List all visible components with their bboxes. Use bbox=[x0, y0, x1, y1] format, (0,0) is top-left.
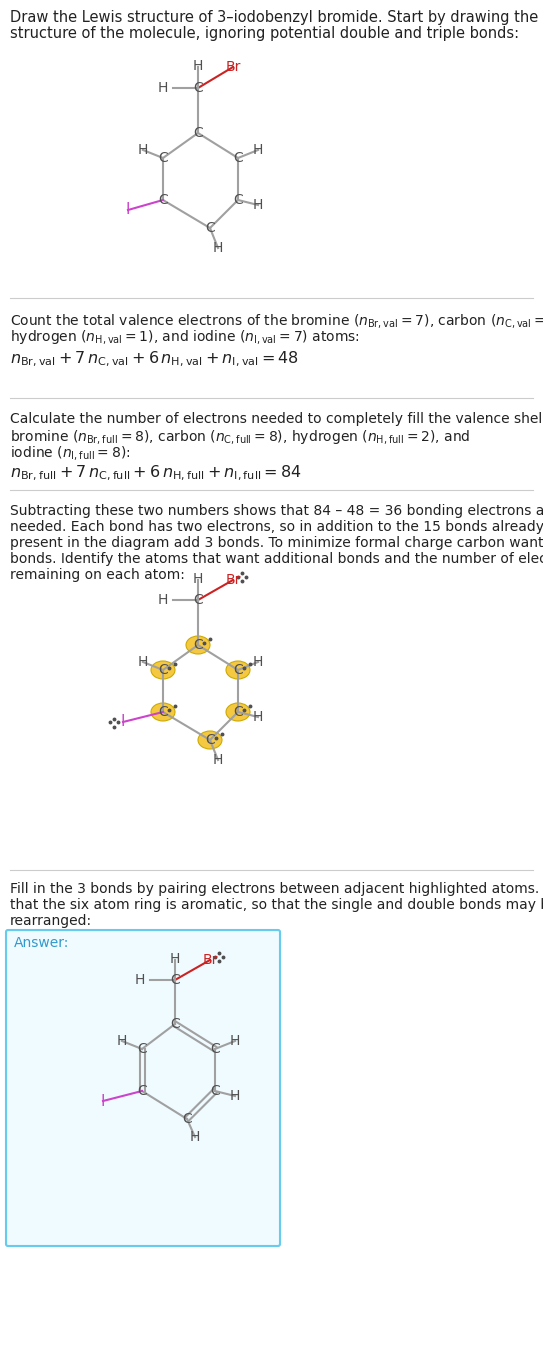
Ellipse shape bbox=[226, 660, 250, 679]
Text: C: C bbox=[193, 81, 203, 95]
Text: structure of the molecule, ignoring potential double and triple bonds:: structure of the molecule, ignoring pote… bbox=[10, 26, 519, 41]
Text: C: C bbox=[170, 974, 180, 987]
Text: $n_{\rm Br,full} + 7\,n_{\rm C,full} + 6\,n_{\rm H,full} + n_{\rm I,full} = 84$: $n_{\rm Br,full} + 7\,n_{\rm C,full} + 6… bbox=[10, 464, 302, 483]
Text: hydrogen ($n_{\rm H,val}=1$), and iodine ($n_{\rm I,val}=7$) atoms:: hydrogen ($n_{\rm H,val}=1$), and iodine… bbox=[10, 328, 360, 346]
Text: C: C bbox=[158, 151, 168, 165]
Text: remaining on each atom:: remaining on each atom: bbox=[10, 568, 185, 582]
Text: rearranged:: rearranged: bbox=[10, 914, 92, 928]
Text: H: H bbox=[157, 81, 168, 95]
Text: C: C bbox=[158, 705, 168, 719]
Text: C: C bbox=[205, 221, 215, 235]
Text: H: H bbox=[230, 1035, 240, 1048]
Ellipse shape bbox=[226, 702, 250, 721]
Text: Count the total valence electrons of the bromine ($n_{\rm Br,val}=7$), carbon ($: Count the total valence electrons of the… bbox=[10, 312, 543, 330]
Text: H: H bbox=[253, 711, 263, 724]
Text: C: C bbox=[158, 663, 168, 677]
Text: H: H bbox=[193, 572, 203, 586]
Ellipse shape bbox=[186, 636, 210, 654]
Text: H: H bbox=[157, 593, 168, 607]
Text: H: H bbox=[213, 241, 223, 255]
Text: C: C bbox=[210, 1083, 220, 1098]
Text: H: H bbox=[170, 952, 180, 965]
Ellipse shape bbox=[151, 702, 175, 721]
Text: C: C bbox=[170, 1017, 180, 1031]
Text: H: H bbox=[135, 974, 145, 987]
Text: bonds. Identify the atoms that want additional bonds and the number of electrons: bonds. Identify the atoms that want addi… bbox=[10, 552, 543, 565]
Text: C: C bbox=[210, 1041, 220, 1056]
Text: I: I bbox=[121, 715, 125, 730]
Text: H: H bbox=[193, 60, 203, 73]
Text: C: C bbox=[233, 705, 243, 719]
Text: C: C bbox=[182, 1112, 192, 1125]
Text: present in the diagram add 3 bonds. To minimize formal charge carbon wants 4: present in the diagram add 3 bonds. To m… bbox=[10, 536, 543, 551]
Text: C: C bbox=[205, 734, 215, 747]
Ellipse shape bbox=[198, 731, 222, 749]
Text: Answer:: Answer: bbox=[14, 936, 70, 951]
Text: H: H bbox=[117, 1035, 127, 1048]
Text: H: H bbox=[138, 142, 148, 157]
Text: C: C bbox=[193, 593, 203, 607]
Text: H: H bbox=[230, 1089, 240, 1102]
Text: C: C bbox=[193, 126, 203, 140]
FancyBboxPatch shape bbox=[6, 930, 280, 1246]
Text: H: H bbox=[253, 198, 263, 212]
Text: $n_{\rm Br,val} + 7\,n_{\rm C,val} + 6\,n_{\rm H,val} + n_{\rm I,val} = 48$: $n_{\rm Br,val} + 7\,n_{\rm C,val} + 6\,… bbox=[10, 350, 299, 369]
Text: I: I bbox=[101, 1093, 105, 1108]
Text: Br: Br bbox=[225, 60, 241, 75]
Text: Calculate the number of electrons needed to completely fill the valence shells f: Calculate the number of electrons needed… bbox=[10, 412, 543, 426]
Text: Br: Br bbox=[203, 953, 218, 967]
Text: that the six atom ring is aromatic, so that the single and double bonds may be: that the six atom ring is aromatic, so t… bbox=[10, 898, 543, 913]
Text: C: C bbox=[158, 193, 168, 207]
Text: C: C bbox=[137, 1041, 147, 1056]
Text: C: C bbox=[137, 1083, 147, 1098]
Text: C: C bbox=[193, 639, 203, 652]
Text: C: C bbox=[233, 663, 243, 677]
Text: Br: Br bbox=[225, 574, 241, 587]
Text: Subtracting these two numbers shows that 84 – 48 = 36 bonding electrons are: Subtracting these two numbers shows that… bbox=[10, 504, 543, 518]
Text: H: H bbox=[253, 142, 263, 157]
Text: Fill in the 3 bonds by pairing electrons between adjacent highlighted atoms. Not: Fill in the 3 bonds by pairing electrons… bbox=[10, 881, 543, 896]
Text: H: H bbox=[190, 1130, 200, 1144]
Text: H: H bbox=[138, 655, 148, 669]
Text: H: H bbox=[253, 655, 263, 669]
Text: C: C bbox=[233, 193, 243, 207]
Ellipse shape bbox=[151, 660, 175, 679]
Text: C: C bbox=[233, 151, 243, 165]
Text: Draw the Lewis structure of 3–iodobenzyl bromide. Start by drawing the overall: Draw the Lewis structure of 3–iodobenzyl… bbox=[10, 9, 543, 24]
Text: needed. Each bond has two electrons, so in addition to the 15 bonds already: needed. Each bond has two electrons, so … bbox=[10, 519, 543, 534]
Text: iodine ($n_{\rm I,full}=8$):: iodine ($n_{\rm I,full}=8$): bbox=[10, 443, 130, 462]
Text: I: I bbox=[126, 202, 130, 217]
Text: bromine ($n_{\rm Br,full}=8$), carbon ($n_{\rm C,full}=8$), hydrogen ($n_{\rm H,: bromine ($n_{\rm Br,full}=8$), carbon ($… bbox=[10, 428, 471, 446]
Text: H: H bbox=[213, 753, 223, 767]
